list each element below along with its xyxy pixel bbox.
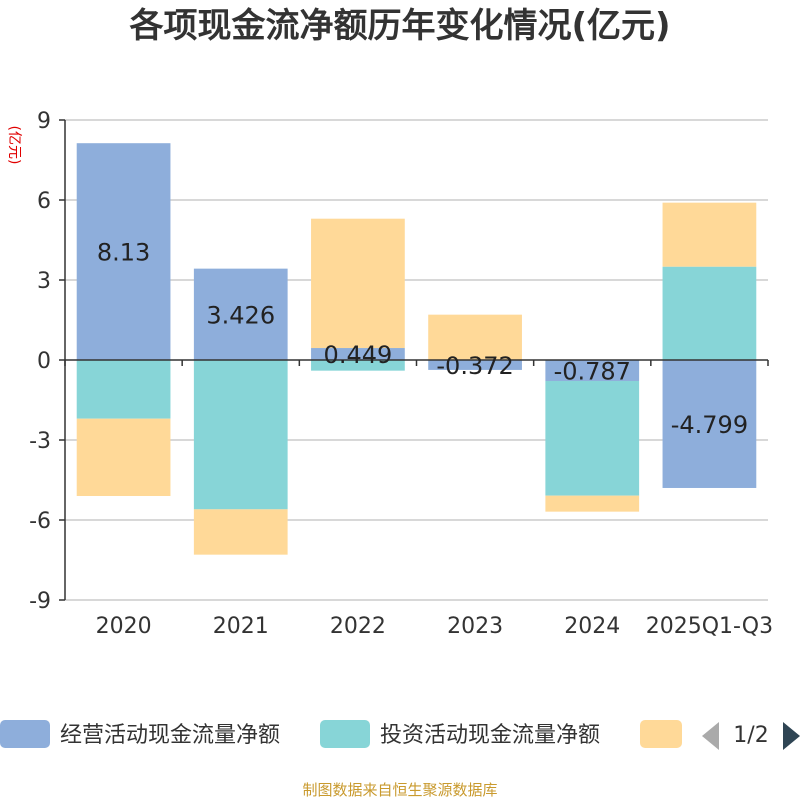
x-tick-label: 2022	[330, 614, 386, 639]
y-tick-label: 3	[37, 269, 51, 294]
bar-financing-2020[interactable]	[76, 418, 171, 496]
bar-investing-2021[interactable]	[193, 360, 288, 510]
bar-financing-2023[interactable]	[428, 314, 522, 360]
legend-label-investing[interactable]: 投资活动现金流量净额	[380, 723, 600, 748]
bar-operating-2024[interactable]	[545, 360, 640, 381]
y-tick-label: -6	[29, 509, 51, 534]
data-labels: 8.13 3.426 0.449 -0.372 -0.787 -4.799	[97, 239, 748, 439]
x-tick-label: 2020	[96, 614, 152, 639]
data-label: -0.372	[436, 352, 513, 380]
data-label: 0.449	[324, 341, 393, 369]
bar-investing-2024[interactable]	[545, 380, 640, 496]
bar-operating-2020[interactable]	[76, 143, 171, 360]
y-tick-label: 0	[37, 349, 51, 374]
y-tick-label: 6	[37, 189, 51, 214]
bar-financing-2022[interactable]	[311, 218, 405, 349]
y-axis-unit: (亿元)	[6, 126, 22, 165]
legend-prev-page-icon[interactable]	[702, 722, 719, 750]
x-tick-label: 2021	[213, 614, 269, 639]
legend-next-page-icon[interactable]	[783, 722, 800, 750]
x-tick-label: 2023	[447, 614, 503, 639]
data-label: 8.13	[97, 239, 150, 267]
bar-investing-2020[interactable]	[76, 360, 171, 419]
axes: 9 6 3 0 -3 -6 -9 2020 2021 2022 2023 2024 2025Q1-Q3	[29, 109, 773, 639]
bar-operating-2025Q1-Q3[interactable]	[662, 360, 757, 488]
bar-series	[76, 143, 757, 555]
x-tick-label: 2024	[564, 614, 620, 639]
legend-label-operating[interactable]: 经营活动现金流量净额	[60, 723, 280, 748]
legend-swatch-investing[interactable]	[320, 720, 370, 748]
bar-operating-2021[interactable]	[193, 268, 288, 360]
legend-page-indicator: 1/2	[733, 723, 768, 748]
data-label: 3.426	[206, 301, 275, 329]
bar-financing-2025Q1-Q3[interactable]	[662, 202, 757, 267]
legend: 经营活动现金流量净额 投资活动现金流量净额 1/2	[0, 720, 800, 750]
x-tick-label: 2025Q1-Q3	[646, 614, 773, 639]
bar-investing-2022[interactable]	[311, 360, 405, 371]
legend-swatch-operating[interactable]	[0, 720, 50, 748]
data-label: -0.787	[554, 357, 631, 385]
data-label: -4.799	[671, 411, 748, 439]
legend-swatch-financing[interactable]	[640, 720, 682, 748]
bar-operating-2023[interactable]	[428, 360, 522, 370]
gridlines	[65, 119, 768, 601]
bar-financing-2021[interactable]	[193, 509, 288, 555]
bar-financing-2024[interactable]	[545, 495, 640, 512]
bar-investing-2025Q1-Q3[interactable]	[662, 266, 757, 360]
y-tick-label: -9	[29, 589, 51, 614]
y-tick-label: -3	[29, 429, 51, 454]
data-source-note: 制图数据来自恒生聚源数据库	[302, 781, 497, 799]
y-tick-label: 9	[37, 109, 51, 134]
chart-title: 各项现金流净额历年变化情况(亿元)	[129, 6, 670, 46]
bar-operating-2022[interactable]	[311, 348, 405, 360]
